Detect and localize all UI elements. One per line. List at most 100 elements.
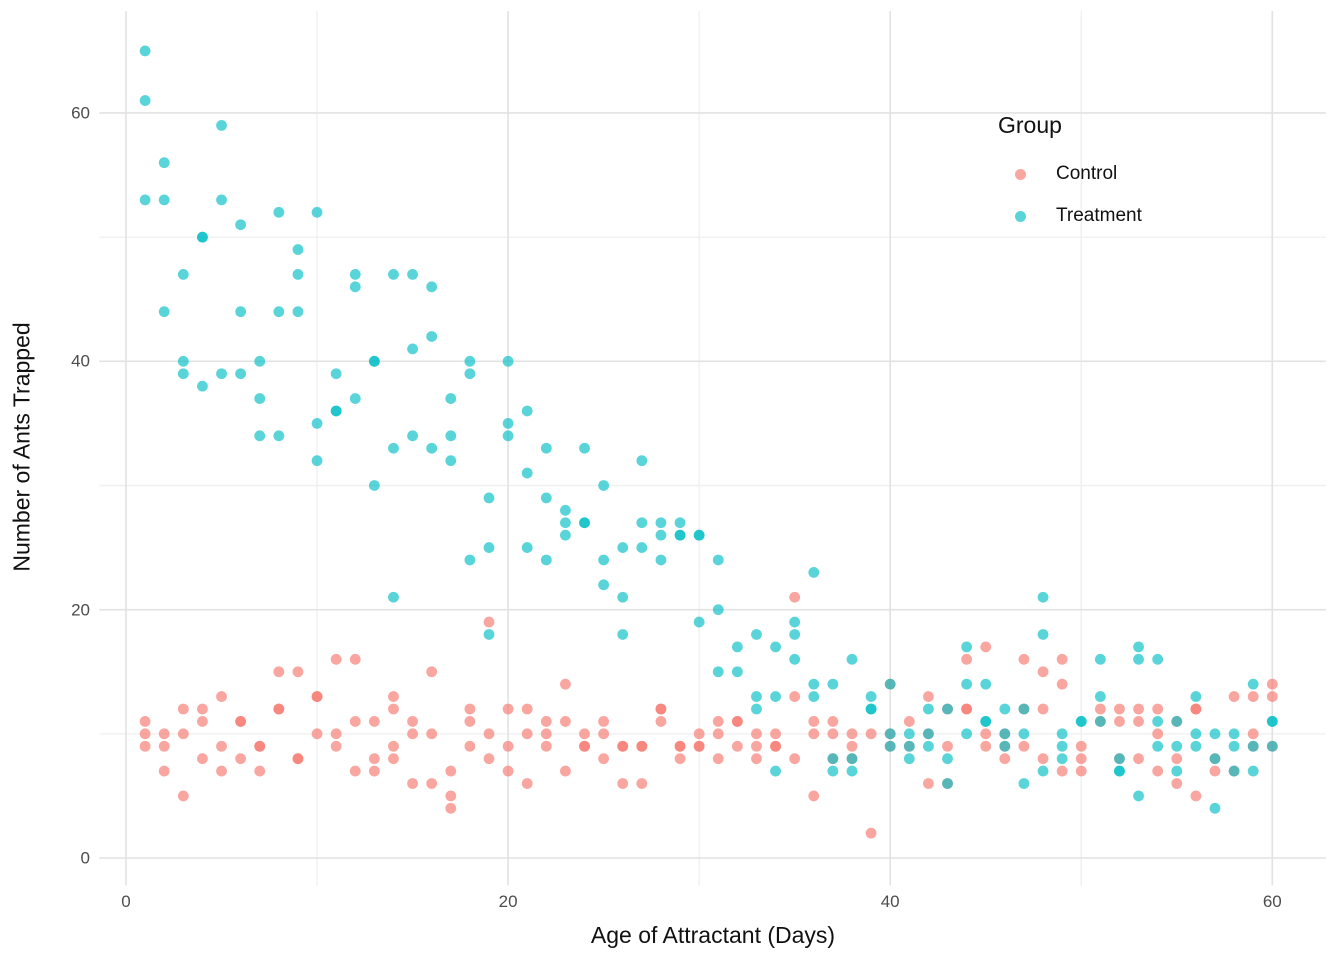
data-point-control	[980, 641, 992, 653]
data-point-treatment	[655, 529, 667, 541]
data-point-control	[177, 728, 189, 740]
data-point-treatment	[980, 716, 992, 727]
data-point-treatment	[579, 442, 590, 454]
data-point-control	[560, 716, 571, 727]
data-point-treatment	[1152, 653, 1164, 665]
data-point-treatment	[330, 368, 342, 380]
data-point-treatment	[292, 269, 304, 280]
data-point-treatment	[426, 281, 438, 293]
data-point-treatment	[1133, 641, 1144, 653]
data-point-treatment	[1228, 740, 1240, 752]
data-point-control	[426, 728, 438, 740]
data-point-control	[1018, 740, 1030, 752]
data-point-treatment	[1152, 740, 1164, 752]
data-point-treatment	[521, 542, 533, 553]
data-point-treatment	[674, 517, 686, 529]
data-point-control	[464, 716, 476, 727]
data-point-treatment	[235, 219, 247, 231]
data-point-control	[330, 653, 342, 665]
data-point-control	[388, 703, 399, 715]
data-point-treatment	[808, 567, 820, 578]
data-point-control	[1266, 691, 1278, 702]
data-point-treatment	[1266, 740, 1278, 752]
data-point-treatment	[636, 542, 648, 553]
data-point-treatment	[617, 542, 629, 553]
data-point-control	[999, 753, 1011, 765]
data-point-control	[1247, 691, 1259, 702]
data-point-control	[961, 703, 973, 715]
data-point-treatment	[1190, 691, 1202, 702]
data-point-control	[712, 753, 724, 765]
data-point-treatment	[1094, 716, 1106, 727]
data-point-treatment	[655, 554, 667, 566]
data-point-control	[560, 678, 571, 690]
data-point-treatment	[1266, 716, 1278, 727]
data-point-control	[197, 703, 208, 715]
data-point-control	[846, 728, 858, 740]
data-point-control	[502, 765, 514, 777]
data-point-treatment	[770, 641, 781, 653]
data-point-control	[579, 740, 590, 752]
data-point-control	[923, 778, 934, 789]
data-point-control	[368, 716, 380, 727]
legend-swatch-icon	[1015, 168, 1026, 180]
data-point-treatment	[999, 728, 1011, 740]
data-point-treatment	[139, 45, 151, 57]
data-point-treatment	[158, 157, 170, 169]
data-point-control	[254, 765, 266, 777]
data-point-control	[712, 728, 724, 740]
legend-label: Treatment	[1056, 205, 1142, 226]
data-point-treatment	[999, 703, 1011, 715]
data-point-treatment	[502, 355, 514, 367]
data-point-treatment	[1190, 740, 1202, 752]
data-point-treatment	[961, 641, 973, 653]
data-point-treatment	[1075, 716, 1087, 727]
data-point-control	[216, 765, 227, 777]
data-point-treatment	[674, 529, 686, 541]
data-point-control	[942, 740, 953, 752]
data-point-treatment	[464, 554, 476, 566]
data-point-control	[1133, 753, 1144, 765]
data-point-treatment	[273, 430, 285, 442]
data-point-treatment	[789, 629, 801, 640]
data-point-treatment	[1228, 765, 1240, 777]
data-point-treatment	[903, 728, 915, 740]
data-point-treatment	[540, 442, 552, 454]
data-point-treatment	[884, 678, 896, 690]
data-point-treatment	[273, 206, 285, 218]
data-point-control	[521, 728, 533, 740]
data-point-control	[1114, 703, 1125, 715]
data-point-treatment	[560, 529, 571, 541]
data-point-treatment	[158, 194, 170, 206]
data-point-treatment	[158, 306, 170, 318]
data-point-treatment	[368, 480, 380, 491]
data-point-control	[731, 716, 743, 727]
data-point-control	[292, 666, 304, 678]
data-point-control	[846, 740, 858, 752]
data-point-treatment	[751, 691, 762, 702]
data-point-treatment	[1152, 716, 1164, 727]
data-point-control	[1133, 716, 1144, 727]
data-point-control	[827, 716, 839, 727]
data-point-treatment	[617, 591, 629, 603]
data-point-control	[808, 716, 820, 727]
data-point-control	[407, 728, 418, 740]
data-point-control	[1171, 753, 1183, 765]
data-point-control	[235, 716, 247, 727]
data-point-control	[1190, 790, 1202, 802]
data-point-treatment	[1171, 716, 1183, 727]
data-point-treatment	[731, 641, 743, 653]
data-point-control	[903, 716, 915, 727]
data-point-treatment	[884, 740, 896, 752]
data-point-treatment	[368, 355, 380, 367]
data-point-treatment	[1018, 778, 1030, 789]
data-point-treatment	[961, 678, 973, 690]
data-point-control	[923, 691, 934, 702]
legend-item-treatment: Treatment	[998, 195, 1142, 237]
data-point-treatment	[1228, 728, 1240, 740]
data-point-treatment	[464, 355, 476, 367]
data-point-treatment	[923, 740, 934, 752]
legend-title: Group	[998, 112, 1062, 138]
data-point-treatment	[598, 480, 610, 491]
